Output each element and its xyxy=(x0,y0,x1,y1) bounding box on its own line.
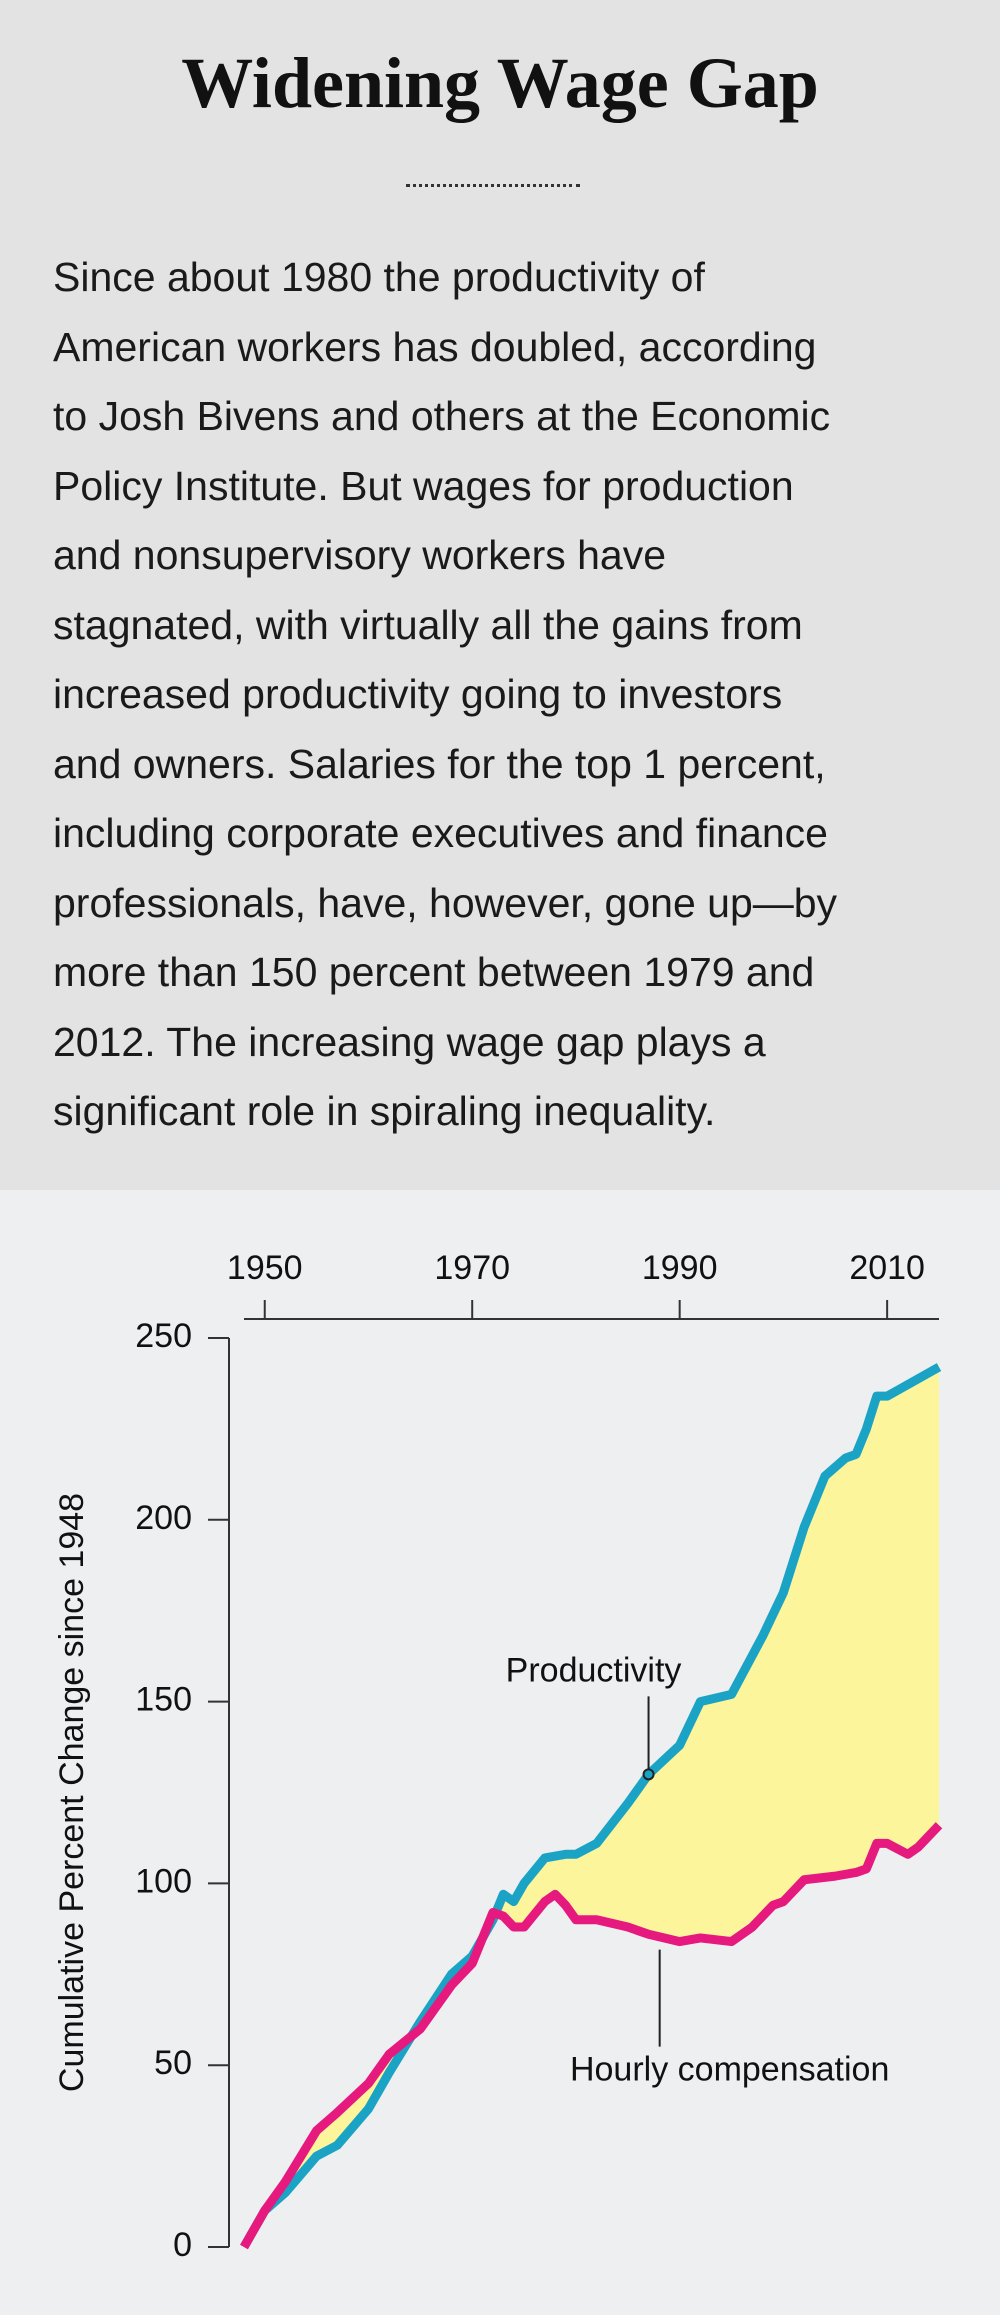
series-line xyxy=(240,1822,943,2250)
body-line: Since about 1980 the productivity of xyxy=(53,254,705,300)
x-tick-label: 1990 xyxy=(642,1249,718,1287)
y-tick-label: 50 xyxy=(154,2044,192,2082)
body-line: including corporate executives and finan… xyxy=(53,810,828,856)
body-line: to Josh Bivens and others at the Economi… xyxy=(53,393,831,439)
body-line: stagnated, with virtually all the gains … xyxy=(53,601,803,648)
body-line: significant role in spiraling inequality… xyxy=(53,1088,716,1134)
annotation-dot xyxy=(642,1768,655,1781)
annotation: Productivity xyxy=(506,1651,682,1689)
body-line: more than 150 percent between 1979 and xyxy=(53,949,815,995)
annotation: Hourly compensation xyxy=(570,2051,889,2089)
body-line: 2012. The increasing wage gap plays a xyxy=(53,1018,766,1065)
title: Widening Wage Gap xyxy=(181,43,819,123)
y-tick-label: 100 xyxy=(135,1862,192,1900)
y-tick-label: 0 xyxy=(173,2226,192,2264)
chart: 1950 1970 1990 2010 0 50 100 150 200 250 Cumulativ… xyxy=(53,1249,943,2264)
body-text: Since about 1980 the productivity of Amer… xyxy=(53,243,983,1147)
body-line: increased productivity going to investor… xyxy=(53,671,783,717)
x-tick-label: 1970 xyxy=(434,1249,510,1287)
y-tick-label: 250 xyxy=(135,1317,192,1355)
body-line: and owners. Salaries for the top 1 perce… xyxy=(53,740,826,787)
gap-area xyxy=(244,1367,939,2247)
y-axis-label: Cumulative Percent Change since 1948 xyxy=(53,1493,91,2092)
y-tick-label: 150 xyxy=(135,1681,192,1719)
x-tick-label: 2010 xyxy=(849,1249,925,1287)
y-tick-label: 200 xyxy=(135,1499,192,1537)
body-line: and nonsupervisory workers have xyxy=(53,532,667,578)
x-tick-label: 1950 xyxy=(227,1249,303,1287)
body-line: Policy Institute. But wages for producti… xyxy=(53,462,794,509)
body-line: American workers has doubled, according xyxy=(53,323,817,370)
divider xyxy=(406,184,580,187)
series-line xyxy=(240,1363,942,2250)
intro-panel: Widening Wage Gap Since about 1980 the p… xyxy=(0,0,1000,1190)
body-line: professionals, have, however, gone up—by xyxy=(53,879,838,926)
